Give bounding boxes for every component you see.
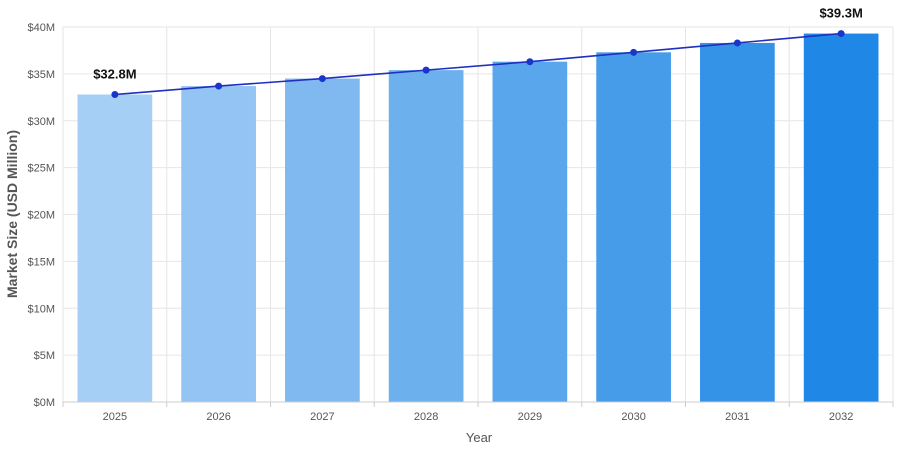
data-label-2032: $39.3M xyxy=(819,6,862,21)
y-tick-label: $5M xyxy=(34,350,55,362)
trend-line-group xyxy=(111,30,845,98)
x-axis-title: Year xyxy=(466,430,493,445)
trend-point-2027 xyxy=(318,75,326,83)
bar-2027 xyxy=(285,78,360,402)
tick-labels: $0M $5M $10M $15M $20M $25M $30M $35M $40M 2025 20… xyxy=(27,22,853,423)
x-tick-label: 2027 xyxy=(310,411,334,423)
trend-point-2025 xyxy=(111,91,119,98)
bar-2032 xyxy=(803,33,879,402)
data-labels: $32.8M $39.3M xyxy=(93,6,863,82)
x-tick-label: 2026 xyxy=(206,411,230,423)
y-tick-label: $40M xyxy=(27,22,55,34)
bar-2028 xyxy=(388,70,464,402)
trend-line xyxy=(114,32,842,96)
trend-point-2031 xyxy=(733,39,741,47)
bars xyxy=(77,33,879,402)
x-tick-label: 2025 xyxy=(103,411,127,423)
bar-2030 xyxy=(596,52,671,402)
bar-2031 xyxy=(700,42,775,402)
y-tick-label: $0M xyxy=(34,397,55,409)
x-tick-label: 2029 xyxy=(518,411,542,423)
trend-point-2029 xyxy=(526,58,534,66)
y-tick-label: $20M xyxy=(27,210,55,222)
y-tick-label: $15M xyxy=(27,256,55,268)
x-tick-label: 2028 xyxy=(414,411,438,423)
x-tick-label: 2032 xyxy=(829,411,853,423)
axes xyxy=(62,401,894,407)
y-tick-label: $25M xyxy=(27,163,55,175)
trend-point-2030 xyxy=(630,48,638,56)
trend-point-2032 xyxy=(837,30,845,38)
bar-2026 xyxy=(181,86,256,402)
y-tick-label: $35M xyxy=(27,69,55,81)
bar-2029 xyxy=(492,61,568,402)
x-tick-label: 2030 xyxy=(621,411,645,423)
bar-2025 xyxy=(77,94,153,402)
y-tick-label: $30M xyxy=(27,116,55,128)
x-tick-label: 2031 xyxy=(725,411,749,423)
data-label-2025: $32.8M xyxy=(93,67,136,82)
y-tick-label: $10M xyxy=(27,303,55,315)
trend-point-2028 xyxy=(422,66,430,74)
y-axis-title: Market Size (USD Million) xyxy=(4,130,20,298)
trend-point-2026 xyxy=(215,82,223,90)
